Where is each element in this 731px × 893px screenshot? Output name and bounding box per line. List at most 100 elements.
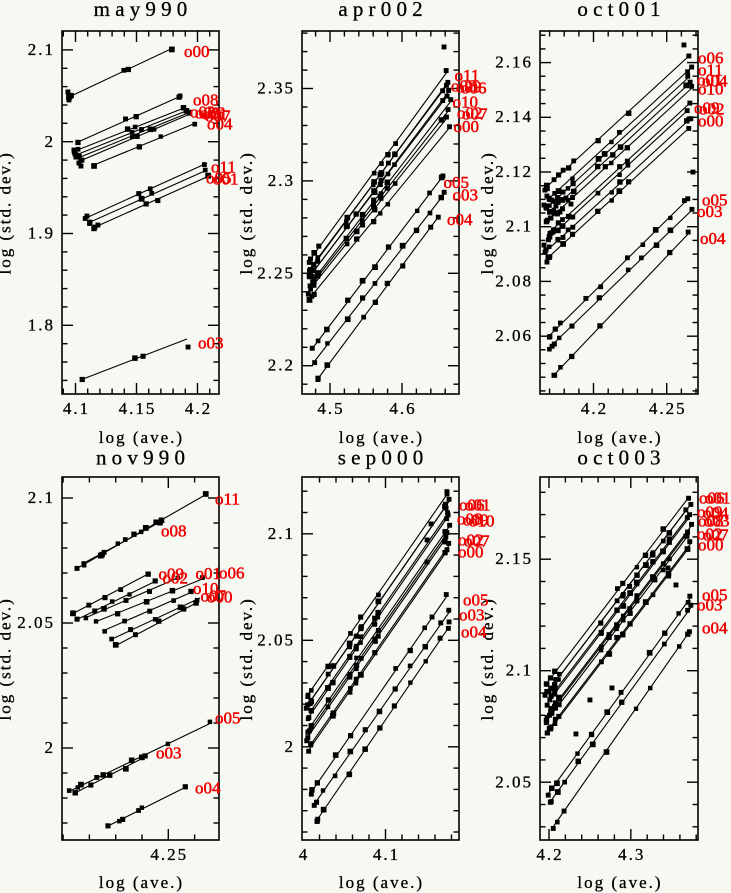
svg-text:o03: o03 <box>156 744 182 763</box>
svg-text:log (ave.): log (ave.) <box>577 873 662 892</box>
svg-text:log (std. dev.): log (std. dev.) <box>237 597 256 720</box>
svg-text:o11: o11 <box>698 61 723 80</box>
svg-text:2: 2 <box>45 132 56 151</box>
svg-text:2.2: 2.2 <box>268 356 295 375</box>
svg-text:o08: o08 <box>698 512 724 531</box>
svg-text:4.2: 4.2 <box>581 399 608 418</box>
svg-text:o09: o09 <box>195 104 221 123</box>
svg-text:o08: o08 <box>457 510 483 529</box>
svg-text:o09: o09 <box>697 503 723 522</box>
svg-text:o04: o04 <box>703 504 729 523</box>
svg-text:4.25: 4.25 <box>649 399 687 418</box>
svg-text:4.6: 4.6 <box>389 399 416 418</box>
svg-text:o07: o07 <box>205 107 231 126</box>
svg-text:o06: o06 <box>199 104 225 123</box>
svg-text:o06: o06 <box>219 564 245 583</box>
svg-text:log (ave.): log (ave.) <box>339 428 424 447</box>
svg-text:2.3: 2.3 <box>268 171 295 190</box>
svg-text:log (ave.): log (ave.) <box>339 873 424 892</box>
svg-text:o01: o01 <box>196 564 222 583</box>
svg-text:o04: o04 <box>447 210 473 229</box>
svg-text:1.9: 1.9 <box>28 224 55 243</box>
svg-text:o11: o11 <box>211 158 236 177</box>
svg-text:2: 2 <box>285 737 296 756</box>
svg-text:log (ave.): log (ave.) <box>577 428 662 447</box>
svg-text:o00: o00 <box>207 588 233 607</box>
svg-text:2.15: 2.15 <box>495 549 533 568</box>
svg-text:oct003: oct003 <box>577 446 665 470</box>
svg-text:o05: o05 <box>215 709 241 728</box>
svg-text:o06: o06 <box>698 49 724 68</box>
svg-text:o06: o06 <box>461 79 487 98</box>
svg-text:o02: o02 <box>697 525 723 544</box>
svg-text:o10: o10 <box>698 80 724 99</box>
svg-text:o07: o07 <box>703 526 729 545</box>
svg-text:4.5: 4.5 <box>317 399 344 418</box>
svg-text:o09: o09 <box>694 99 720 118</box>
svg-text:4.1: 4.1 <box>373 845 400 864</box>
svg-text:o03: o03 <box>198 334 224 353</box>
svg-text:2.25: 2.25 <box>257 263 295 282</box>
svg-text:o09: o09 <box>456 78 482 97</box>
svg-text:2.35: 2.35 <box>257 79 295 98</box>
svg-text:o03: o03 <box>704 512 730 531</box>
svg-text:o03: o03 <box>697 596 723 615</box>
svg-text:o00: o00 <box>698 536 724 555</box>
svg-text:1.8: 1.8 <box>28 315 55 334</box>
svg-text:o04: o04 <box>700 229 726 248</box>
svg-text:log (ave.): log (ave.) <box>99 428 184 447</box>
svg-text:log (std. dev.): log (std. dev.) <box>0 151 15 274</box>
svg-text:o07: o07 <box>464 532 490 551</box>
svg-text:2.14: 2.14 <box>495 107 533 126</box>
svg-text:log (std. dev.): log (std. dev.) <box>478 597 497 720</box>
svg-text:o01: o01 <box>465 496 491 515</box>
svg-text:o10: o10 <box>469 512 495 531</box>
svg-text:2.1: 2.1 <box>506 661 533 680</box>
svg-text:o11: o11 <box>215 490 240 509</box>
svg-text:2.16: 2.16 <box>495 53 533 72</box>
svg-text:o11: o11 <box>455 66 480 85</box>
svg-text:2.1: 2.1 <box>28 40 55 59</box>
svg-text:o02: o02 <box>699 100 725 119</box>
svg-text:o04: o04 <box>207 115 233 134</box>
svg-text:o06: o06 <box>459 496 485 515</box>
svg-text:4.1: 4.1 <box>63 399 90 418</box>
svg-text:o05: o05 <box>206 169 232 188</box>
svg-text:o01: o01 <box>202 105 228 124</box>
svg-text:2.06: 2.06 <box>495 326 533 345</box>
svg-text:o06: o06 <box>699 489 725 508</box>
svg-text:o08: o08 <box>161 522 187 541</box>
svg-text:o01: o01 <box>697 71 723 90</box>
svg-text:o03: o03 <box>453 186 479 205</box>
svg-text:o10: o10 <box>453 93 479 112</box>
svg-text:4.2: 4.2 <box>536 845 563 864</box>
svg-text:o00: o00 <box>458 543 484 562</box>
svg-text:o04: o04 <box>195 779 221 798</box>
svg-text:log (std. dev.): log (std. dev.) <box>0 597 15 720</box>
svg-text:o03: o03 <box>697 202 723 221</box>
svg-text:2.1: 2.1 <box>506 217 533 236</box>
svg-text:o08: o08 <box>193 91 219 110</box>
svg-text:oct001: oct001 <box>577 0 665 21</box>
svg-text:o05: o05 <box>702 191 728 210</box>
svg-text:o02: o02 <box>190 103 216 122</box>
svg-text:o02: o02 <box>163 569 189 588</box>
svg-text:o10: o10 <box>193 579 219 598</box>
svg-text:o07: o07 <box>201 587 227 606</box>
svg-text:apr002: apr002 <box>338 0 428 21</box>
svg-text:o04: o04 <box>702 619 728 638</box>
svg-text:4.25: 4.25 <box>150 845 188 864</box>
svg-text:2.12: 2.12 <box>495 162 533 181</box>
svg-text:o05: o05 <box>702 586 728 605</box>
svg-text:2.05: 2.05 <box>17 613 55 632</box>
svg-text:o09: o09 <box>463 511 489 530</box>
svg-text:o01: o01 <box>213 170 239 189</box>
svg-text:log (std. dev.): log (std. dev.) <box>478 151 497 274</box>
svg-text:log (ave.): log (ave.) <box>99 873 184 892</box>
svg-text:o08: o08 <box>451 77 477 96</box>
svg-text:o09: o09 <box>159 565 185 584</box>
svg-text:o04: o04 <box>461 623 487 642</box>
svg-text:4.3: 4.3 <box>618 845 645 864</box>
svg-text:2: 2 <box>45 738 56 757</box>
svg-text:2.1: 2.1 <box>28 488 55 507</box>
